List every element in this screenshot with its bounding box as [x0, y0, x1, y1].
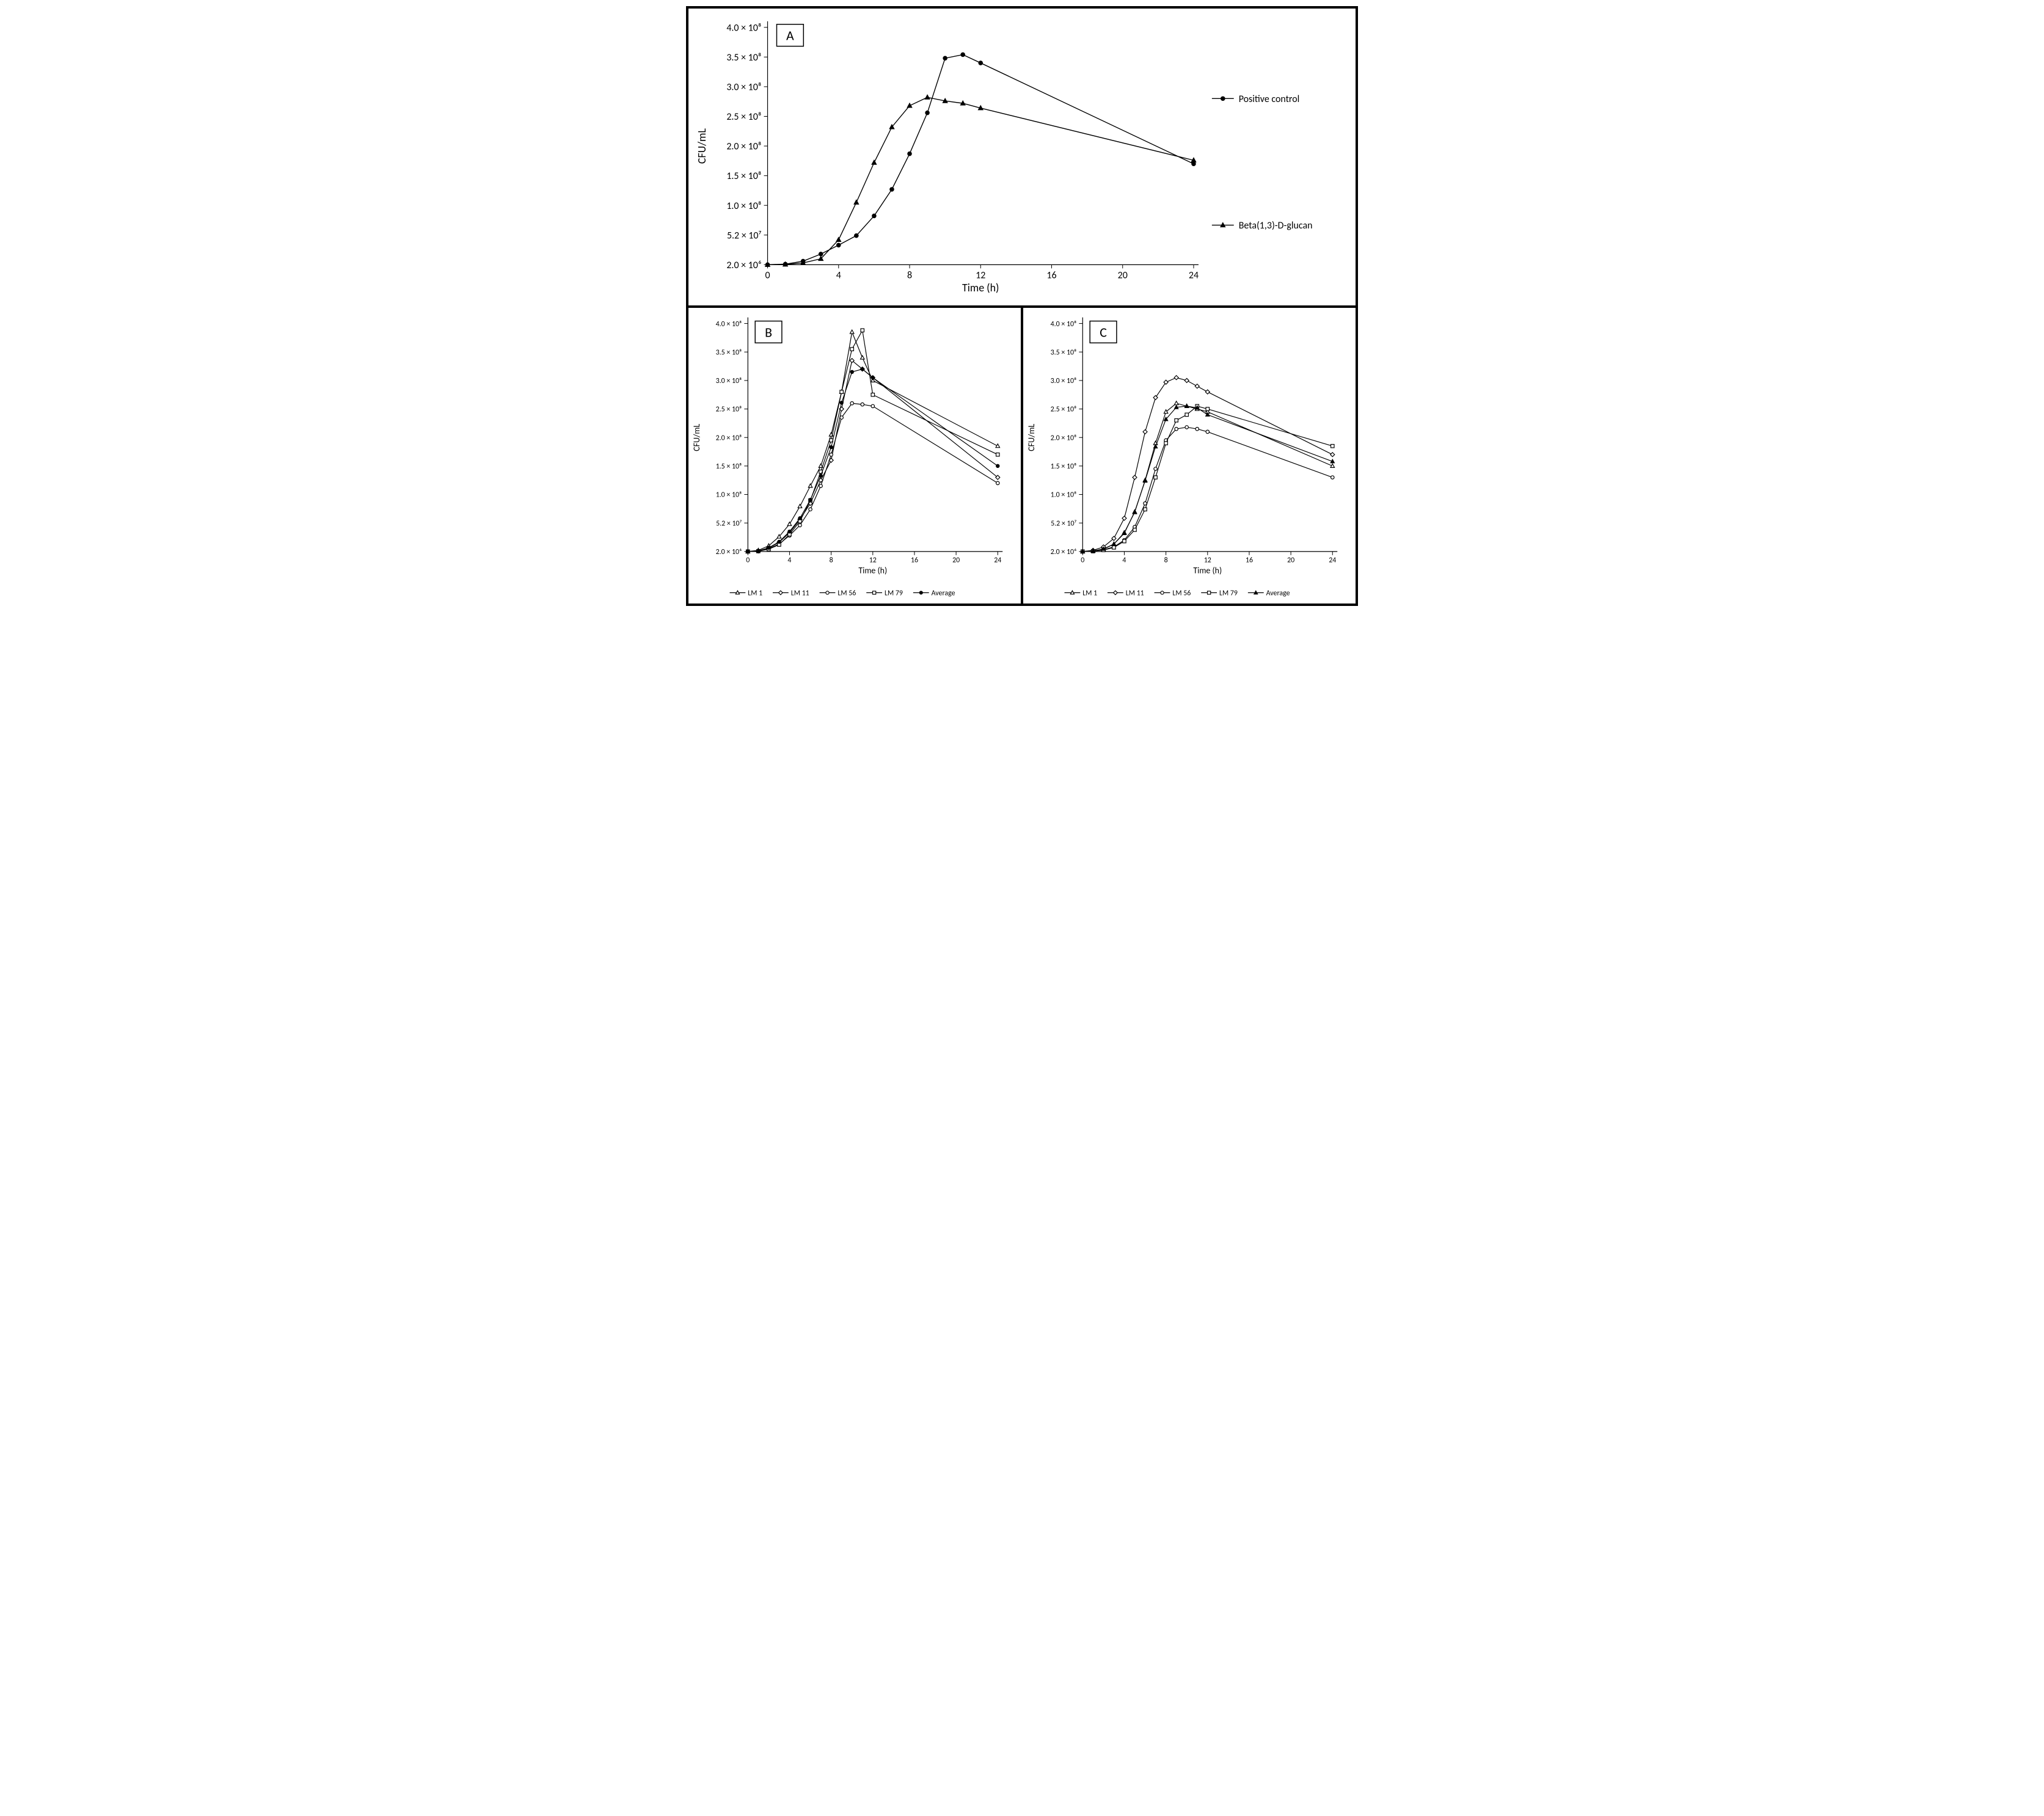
svg-text:2.5 × 10⁸: 2.5 × 10⁸ — [1051, 406, 1077, 414]
svg-text:1.0 × 10⁸: 1.0 × 10⁸ — [1051, 491, 1077, 500]
svg-text:16: 16 — [1246, 556, 1253, 565]
svg-text:8: 8 — [907, 269, 912, 281]
svg-text:LM 1: LM 1 — [748, 589, 762, 598]
svg-text:Beta(1,3)-D-glucan: Beta(1,3)-D-glucan — [1239, 220, 1313, 232]
svg-text:3.0 × 10⁸: 3.0 × 10⁸ — [726, 82, 761, 93]
svg-text:12: 12 — [1204, 556, 1211, 565]
svg-text:Positive control: Positive control — [1239, 93, 1300, 105]
svg-text:12: 12 — [869, 556, 877, 565]
svg-text:3.5 × 10⁸: 3.5 × 10⁸ — [1051, 348, 1077, 357]
svg-text:0: 0 — [746, 556, 750, 565]
svg-text:1.0 × 10⁸: 1.0 × 10⁸ — [726, 200, 761, 212]
svg-text:2.5 × 10⁸: 2.5 × 10⁸ — [726, 111, 761, 123]
svg-text:A: A — [786, 27, 794, 44]
svg-text:1.0 × 10⁸: 1.0 × 10⁸ — [716, 491, 742, 500]
svg-text:2.0 × 10⁸: 2.0 × 10⁸ — [726, 141, 761, 153]
svg-text:Time (h): Time (h) — [962, 281, 999, 294]
svg-text:12: 12 — [976, 269, 985, 281]
svg-text:2.0 × 10⁸: 2.0 × 10⁸ — [716, 434, 742, 442]
svg-text:LM 79: LM 79 — [885, 589, 903, 598]
svg-text:2.5 × 10⁸: 2.5 × 10⁸ — [716, 406, 742, 414]
svg-text:24: 24 — [1189, 269, 1199, 281]
svg-text:8: 8 — [830, 556, 833, 565]
svg-text:CFU/mL: CFU/mL — [1026, 424, 1037, 451]
row-bc: 2.0 × 10⁶ 5.2 × 10⁷ 1.0 × 10⁸ 1.5 × 10⁸ 2.0 … — [687, 307, 1357, 605]
svg-text:24: 24 — [994, 556, 1001, 565]
svg-text:1.5 × 10⁸: 1.5 × 10⁸ — [726, 170, 761, 182]
svg-text:4.0 × 10⁸: 4.0 × 10⁸ — [726, 22, 761, 34]
svg-text:LM 11: LM 11 — [1126, 589, 1144, 598]
svg-text:LM 79: LM 79 — [1219, 589, 1238, 598]
svg-text:2.0 × 10⁶: 2.0 × 10⁶ — [1051, 548, 1077, 556]
svg-text:1.5 × 10⁸: 1.5 × 10⁸ — [1051, 462, 1077, 471]
svg-text:3.0 × 10⁸: 3.0 × 10⁸ — [1051, 377, 1077, 385]
svg-text:Time (h): Time (h) — [1193, 566, 1222, 576]
svg-text:3.5 × 10⁸: 3.5 × 10⁸ — [716, 348, 742, 357]
svg-text:1.5 × 10⁸: 1.5 × 10⁸ — [716, 462, 742, 471]
svg-text:LM 56: LM 56 — [838, 589, 856, 598]
svg-text:0: 0 — [1081, 556, 1084, 565]
figure-container: 2.0 × 10⁶ 5.2 × 10⁷ 1.0 × 10⁸ 1.5 × 10⁸ 2.0 … — [686, 6, 1358, 606]
panel-b: 2.0 × 10⁶ 5.2 × 10⁷ 1.0 × 10⁸ 1.5 × 10⁸ 2.0 … — [687, 307, 1022, 605]
svg-text:2.0 × 10⁶: 2.0 × 10⁶ — [716, 548, 742, 556]
svg-text:16: 16 — [1046, 269, 1056, 281]
svg-text:Average: Average — [932, 589, 955, 598]
svg-text:5.2 × 10⁷: 5.2 × 10⁷ — [727, 230, 762, 241]
svg-text:16: 16 — [911, 556, 918, 565]
svg-text:20: 20 — [1118, 269, 1128, 281]
svg-text:8: 8 — [1164, 556, 1168, 565]
svg-text:4.0 × 10⁸: 4.0 × 10⁸ — [716, 320, 742, 329]
svg-text:24: 24 — [1329, 556, 1336, 565]
svg-text:C: C — [1100, 324, 1107, 340]
svg-text:Time (h): Time (h) — [858, 566, 887, 576]
panel-c: 2.0 × 10⁶ 5.2 × 10⁷ 1.0 × 10⁸ 1.5 × 10⁸ 2.0 … — [1022, 307, 1357, 605]
panel-a: 2.0 × 10⁶ 5.2 × 10⁷ 1.0 × 10⁸ 1.5 × 10⁸ 2.0 … — [687, 7, 1357, 307]
svg-text:2.0 × 10⁶: 2.0 × 10⁶ — [726, 260, 761, 271]
svg-text:LM 11: LM 11 — [791, 589, 809, 598]
svg-text:5.2 × 10⁷: 5.2 × 10⁷ — [1051, 519, 1076, 528]
svg-text:LM 56: LM 56 — [1172, 589, 1191, 598]
svg-text:4: 4 — [836, 269, 841, 281]
svg-text:LM 1: LM 1 — [1082, 589, 1097, 598]
svg-text:CFU/mL: CFU/mL — [695, 128, 709, 164]
svg-text:20: 20 — [952, 556, 960, 565]
svg-text:Average: Average — [1266, 589, 1290, 598]
svg-text:4: 4 — [787, 556, 791, 565]
svg-text:CFU/mL: CFU/mL — [692, 424, 702, 451]
svg-text:2.0 × 10⁸: 2.0 × 10⁸ — [1051, 434, 1077, 442]
svg-text:0: 0 — [765, 269, 770, 281]
svg-text:3.5 × 10⁸: 3.5 × 10⁸ — [726, 52, 761, 64]
svg-text:4: 4 — [1122, 556, 1126, 565]
svg-text:4.0 × 10⁸: 4.0 × 10⁸ — [1051, 320, 1077, 329]
svg-text:20: 20 — [1287, 556, 1294, 565]
svg-text:B: B — [765, 324, 772, 340]
svg-text:3.0 × 10⁸: 3.0 × 10⁸ — [716, 377, 742, 385]
svg-text:5.2 × 10⁷: 5.2 × 10⁷ — [716, 519, 742, 528]
